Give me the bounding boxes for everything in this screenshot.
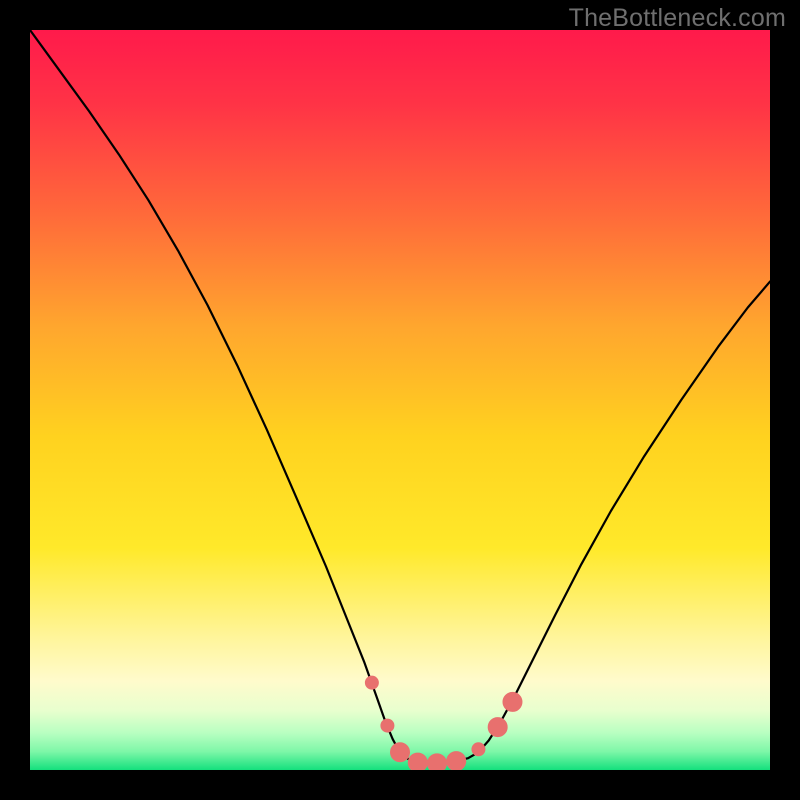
curve-marker [488, 718, 507, 737]
chart-container: TheBottleneck.com [0, 0, 800, 800]
gradient-background [30, 30, 770, 770]
plot-svg [30, 30, 770, 770]
plot-area [30, 30, 770, 770]
curve-marker [447, 752, 466, 770]
curve-marker [381, 719, 394, 732]
curve-marker [391, 743, 410, 762]
curve-marker [365, 676, 378, 689]
curve-marker [408, 753, 427, 770]
curve-marker [472, 743, 485, 756]
curve-marker [503, 692, 522, 711]
curve-marker [428, 754, 447, 770]
watermark-text: TheBottleneck.com [569, 4, 786, 33]
